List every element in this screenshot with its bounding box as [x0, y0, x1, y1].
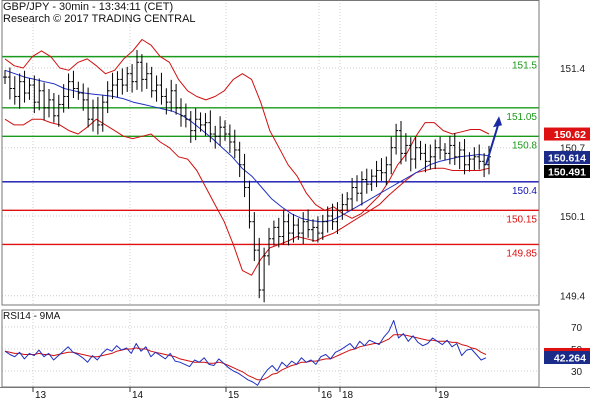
y-tick-label-0: 151.4	[560, 64, 585, 75]
level-label-150.15: 150.15	[506, 214, 537, 225]
rsi-lines	[4, 319, 487, 386]
x-tick-label-4: 18	[342, 390, 354, 400]
level-label-150.4: 150.4	[512, 186, 537, 197]
rsi-tick-label-0: 70	[571, 323, 583, 334]
rsi-ma-line	[4, 334, 487, 381]
price-tag-1: 150.614	[548, 152, 586, 164]
level-label-151.5: 151.5	[512, 61, 537, 72]
price-bars	[3, 50, 491, 303]
bollinger-lower-line	[4, 118, 490, 276]
rsi-tag-1: 42.264	[554, 353, 586, 365]
x-tick-label-3: 16	[321, 390, 333, 400]
y-tick-label-3: 149.4	[560, 292, 585, 303]
panel-frames	[0, 0, 590, 388]
rsi-tag-1-bg	[544, 351, 590, 365]
level-label-149.85: 149.85	[506, 248, 537, 259]
price-tag-0-bg	[544, 127, 590, 141]
main-indicator-lines	[4, 39, 490, 276]
level-label-150.8: 150.8	[512, 140, 537, 151]
y-tick-label-1: 150.7	[560, 144, 585, 155]
y-tick-label-2: 150.1	[560, 212, 585, 223]
x-tick-label-2: 15	[228, 390, 240, 400]
level-label-151.05: 151.05	[506, 112, 537, 123]
projection-arrow	[485, 116, 502, 166]
chart-subtitle: Research © 2017 TRADING CENTRAL	[3, 13, 196, 25]
rsi-line	[4, 319, 487, 386]
rsi-tick-label-2: 30	[571, 367, 583, 378]
price-tag-0: 150.62	[554, 129, 586, 141]
x-tick-label-0: 13	[35, 390, 47, 400]
support-resistance-levels: 151.5 151.05 150.8 150.4 150.15 149.85	[2, 55, 539, 259]
x-tick-label-5: 19	[438, 390, 450, 400]
rsi-grid	[2, 310, 539, 387]
price-tag-2: 150.491	[548, 166, 586, 178]
projection-arrow-head	[493, 116, 502, 128]
rsi-panel-title: RSI14 - 9MA	[3, 311, 61, 322]
price-tag-2-bg	[544, 164, 590, 178]
bollinger-upper-line	[4, 39, 490, 219]
moving-average-line	[4, 69, 490, 223]
chart-title: GBP/JPY - 30min - 13:34:11 (CET)	[3, 1, 174, 13]
price-tag-1-bg	[544, 150, 590, 164]
main-plot-frame	[1, 0, 540, 306]
projection-arrow-shaft	[485, 124, 499, 166]
x-tick-label-1: 14	[132, 390, 144, 400]
